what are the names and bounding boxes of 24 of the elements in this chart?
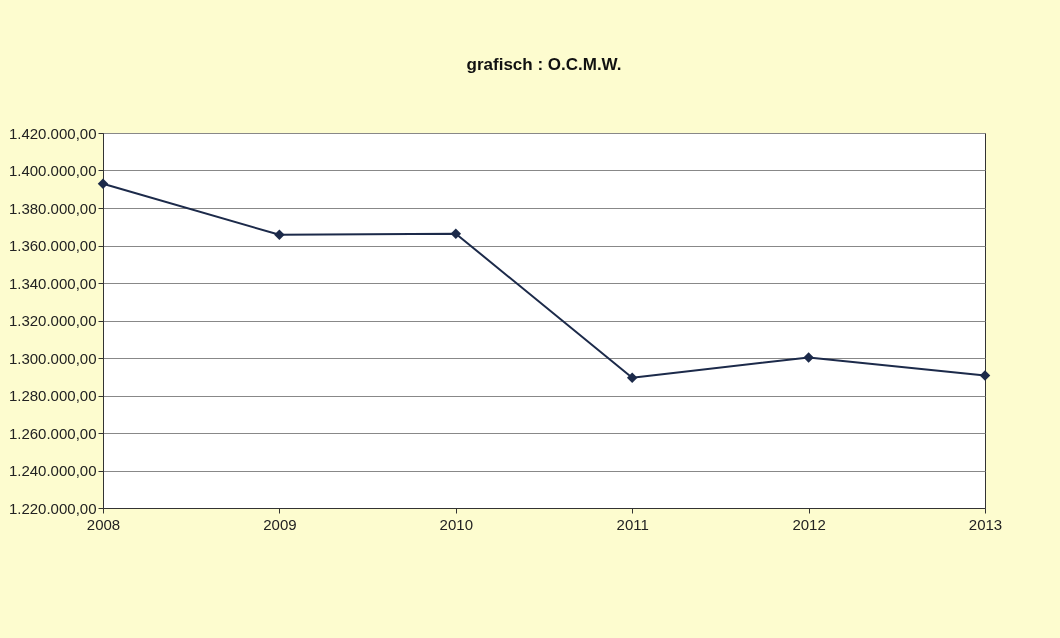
x-tick-label: 2008 bbox=[86, 515, 121, 533]
y-tick-label: 1.340.000,00 bbox=[8, 274, 97, 292]
x-tick-label: 2013 bbox=[968, 515, 1003, 533]
x-tick-label: 2009 bbox=[263, 515, 297, 533]
y-tick-label: 1.300.000,00 bbox=[8, 349, 97, 367]
y-tick-label: 1.260.000,00 bbox=[8, 424, 97, 442]
y-tick-label: 1.220.000,00 bbox=[8, 499, 97, 517]
y-tick-label: 1.400.000,00 bbox=[8, 162, 97, 179]
point bbox=[626, 372, 638, 383]
y-tick-label: 1.320.000,00 bbox=[8, 312, 97, 329]
chart-title: grafisch : O.C.M.W. bbox=[466, 55, 622, 74]
x-tick-label: 2011 bbox=[616, 515, 649, 533]
y-tick-label: 1.360.000,00 bbox=[8, 237, 97, 254]
point bbox=[274, 229, 285, 241]
y-tick-label: 1.380.000,00 bbox=[8, 199, 97, 217]
x-tick-label: 2012 bbox=[792, 515, 826, 533]
y-tick-label: 1.420.000,00 bbox=[8, 124, 97, 142]
y-tick-label: 1.240.000,00 bbox=[8, 462, 97, 479]
point bbox=[97, 178, 109, 190]
y-tick-label: 1.280.000,00 bbox=[8, 387, 97, 404]
point bbox=[803, 352, 814, 363]
point bbox=[450, 228, 462, 239]
point bbox=[979, 370, 991, 381]
x-tick-label: 2010 bbox=[439, 515, 473, 533]
